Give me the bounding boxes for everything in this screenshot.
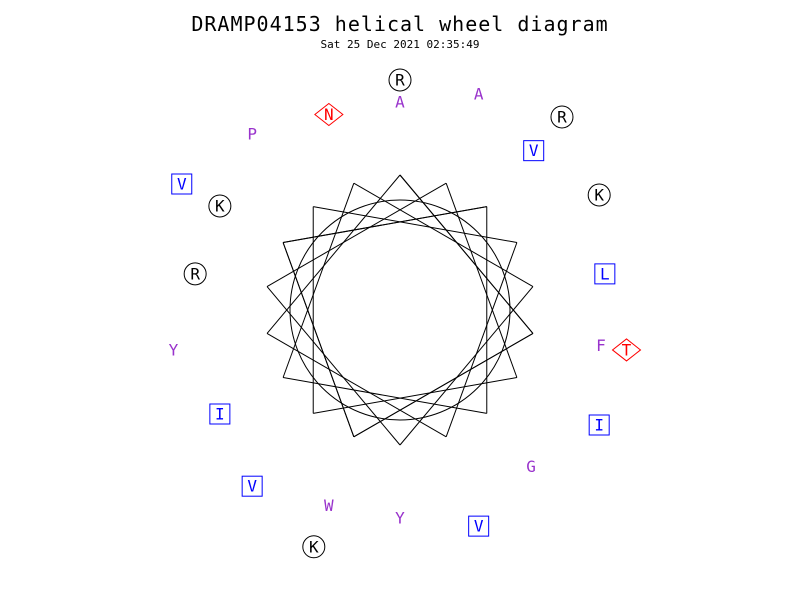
residue-16-V: V — [469, 516, 489, 536]
residue-6-I: I — [210, 404, 230, 424]
residue-letter: R — [190, 264, 200, 283]
residue-letter: W — [324, 496, 334, 515]
helical-wheel-svg: AFWKVGINLYRAIVPKVYRTKVR — [0, 0, 800, 600]
residue-8-L: L — [595, 264, 615, 284]
residue-3-K: K — [209, 195, 231, 217]
residue-letter: V — [529, 141, 539, 160]
residue-15-K: K — [588, 184, 610, 206]
residue-9-Y: Y — [395, 509, 405, 528]
residue-2-W: W — [324, 496, 334, 515]
residue-letter: K — [215, 197, 225, 216]
residue-letter: V — [247, 477, 257, 496]
residue-letter: V — [177, 175, 187, 194]
residue-10-R: R — [184, 263, 206, 285]
residue-19-T: T — [613, 339, 641, 361]
helix-connection-line — [267, 333, 446, 436]
residue-14-P: P — [247, 124, 257, 143]
residue-letter: T — [622, 340, 632, 359]
helix-connection-line — [354, 333, 533, 436]
residue-5-G: G — [526, 457, 536, 476]
residue-letter: F — [596, 336, 606, 355]
residue-letter: Y — [395, 509, 405, 528]
residue-letter: P — [247, 124, 257, 143]
residue-4-V: V — [524, 141, 544, 161]
residue-11-A: A — [474, 84, 484, 103]
residue-letter: A — [395, 93, 405, 112]
residue-22-R: R — [551, 106, 573, 128]
residue-letter: N — [324, 105, 334, 124]
residue-21-V: V — [172, 174, 192, 194]
wheel-inner-circle — [290, 200, 510, 420]
residue-letter: A — [474, 84, 484, 103]
residue-letter: R — [395, 71, 405, 90]
residue-letter: L — [600, 264, 610, 283]
residue-17-Y: Y — [169, 340, 179, 359]
residue-letter: V — [474, 517, 484, 536]
residue-letter: I — [594, 416, 604, 435]
residue-12-I: I — [589, 415, 609, 435]
residue-18-R: R — [389, 69, 411, 91]
residue-1-F: F — [596, 336, 606, 355]
residue-letter: R — [557, 107, 567, 126]
residue-letter: K — [309, 537, 319, 556]
residue-letter: G — [526, 457, 536, 476]
diagram-container: DRAMP04153 helical wheel diagram Sat 25 … — [0, 0, 800, 600]
residue-letter: Y — [169, 340, 179, 359]
residue-13-V: V — [242, 476, 262, 496]
residue-20-K: K — [303, 536, 325, 558]
residue-letter: K — [594, 186, 604, 205]
residue-7-N: N — [315, 104, 343, 126]
residue-letter: I — [215, 405, 225, 424]
residue-0-A: A — [395, 93, 405, 112]
